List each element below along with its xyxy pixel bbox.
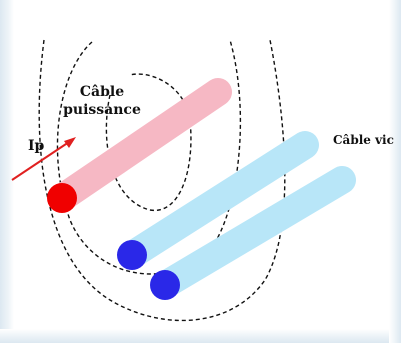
current-arrow xyxy=(11,137,76,181)
right-border-gradient xyxy=(389,0,401,343)
victim-cable-2-body xyxy=(151,166,356,299)
victim-cable-2-end xyxy=(150,270,180,300)
victim-cable-1 xyxy=(117,131,319,270)
victim-cable-label: Câble vic xyxy=(333,133,394,147)
field-line-middle xyxy=(56,39,242,275)
bottom-border-gradient xyxy=(0,329,401,343)
current-label: Ip xyxy=(28,138,45,154)
field-line-outer xyxy=(38,39,286,322)
victim-cable-2 xyxy=(150,166,356,300)
victim-cable-1-end xyxy=(117,240,147,270)
power-cable-body xyxy=(48,78,232,212)
power-cable-end xyxy=(47,183,77,213)
power-cable-label-line2: puissance xyxy=(63,102,141,118)
power-cable-label-line1: Câble xyxy=(80,84,124,100)
victim-cable-1-body xyxy=(118,131,319,269)
power-cable xyxy=(47,78,232,213)
left-border-gradient xyxy=(0,0,14,343)
